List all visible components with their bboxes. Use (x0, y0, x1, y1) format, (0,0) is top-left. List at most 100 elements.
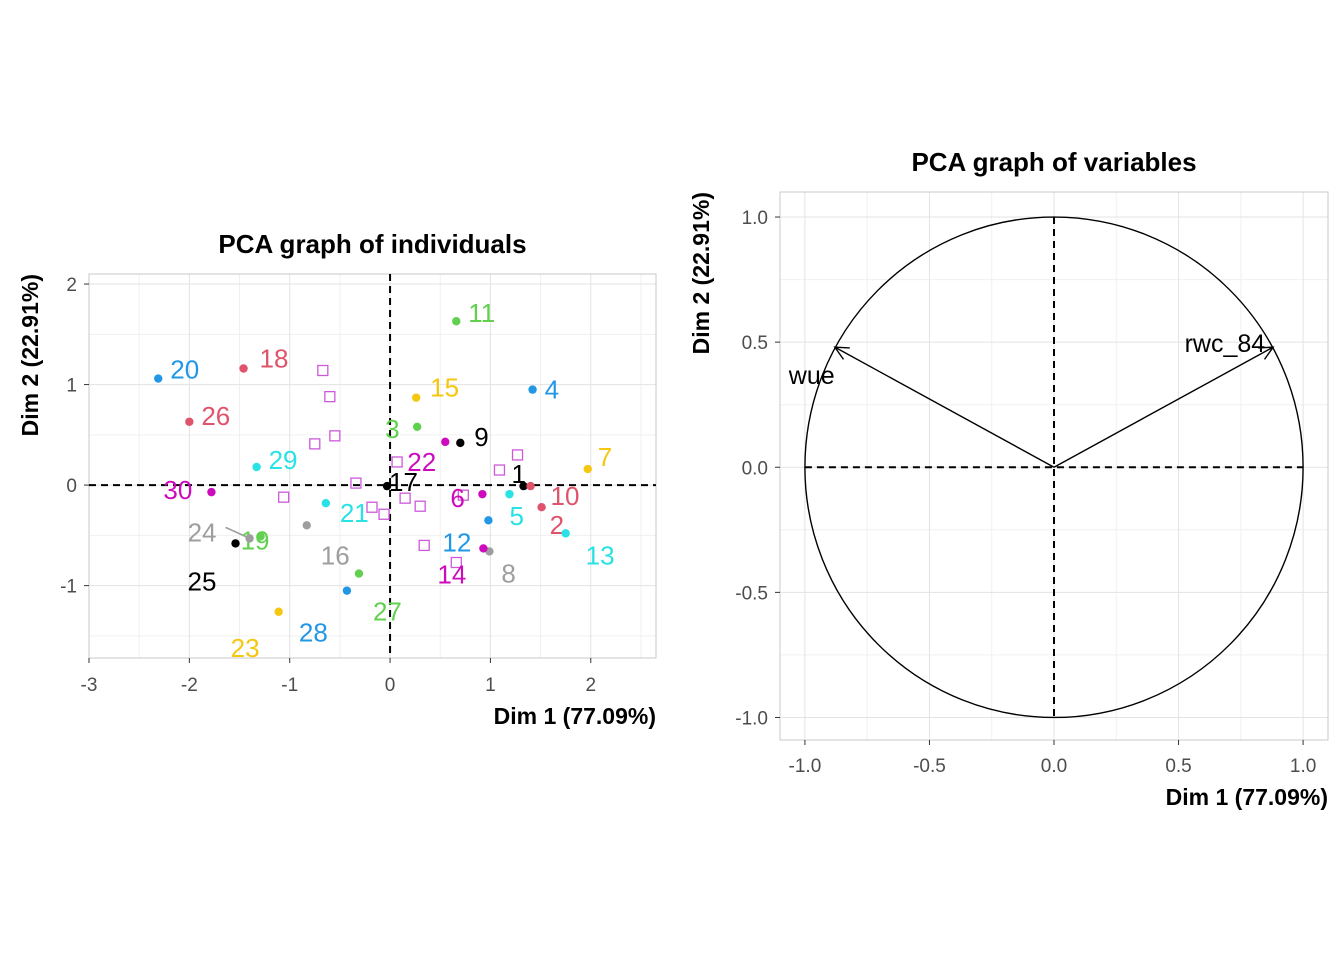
x-tick-label: 0.5 (1165, 756, 1191, 777)
individual-label-12: 12 (442, 527, 471, 557)
individual-point-27 (354, 569, 364, 578)
y-tick-label: 0.5 (742, 333, 768, 354)
individual-label-10: 10 (551, 481, 580, 511)
variables-panel: -1.0 -1.0 -0.5 -0.5 0.0 0.0 0.5 0.5 1.0 1.0 PCA gr… (688, 147, 1329, 810)
variable-arrowhead-rwc_84 (1258, 346, 1275, 360)
individual-point-1 (519, 481, 528, 491)
variable-label-rwc_84: rwc_84 (1185, 330, 1266, 358)
individual-point-4 (528, 385, 537, 394)
individual-label-1: 1 (512, 459, 526, 489)
y-tick-label: 1 (66, 376, 77, 397)
y-tick-label: -1 (60, 577, 77, 598)
individual-point-18 (239, 364, 248, 373)
individual-label-9: 9 (474, 422, 488, 452)
individual-label-20: 20 (170, 355, 199, 385)
individual-point-21 (321, 498, 331, 508)
x-axis-title: Dim 1 (77.09%) (1166, 784, 1328, 810)
individual-label-3: 3 (385, 414, 399, 444)
y-tick-label: -0.5 (735, 583, 768, 604)
individual-label-17: 17 (389, 467, 418, 497)
individual-point-12 (484, 516, 493, 525)
x-tick-label: -1 (281, 675, 298, 696)
individual-point-3 (412, 422, 422, 431)
individual-label-21: 21 (340, 498, 369, 528)
individual-label-14: 14 (437, 559, 466, 589)
individual-point-13 (561, 529, 570, 538)
individual-label-26: 26 (201, 401, 230, 431)
x-axis-title: Dim 1 (77.09%) (494, 703, 656, 729)
individual-label-30: 30 (163, 475, 192, 505)
individual-label-22: 22 (407, 447, 436, 477)
y-tick-label: 2 (66, 275, 77, 296)
individual-point-11 (452, 317, 461, 326)
individual-point-17 (382, 481, 392, 491)
x-tick-label: 2 (585, 675, 596, 696)
supplementary-point (457, 489, 469, 501)
x-tick-label: -1.0 (789, 756, 822, 777)
chart-title: PCA graph of variables (911, 147, 1196, 177)
individual-point-19 (256, 532, 265, 541)
individual-label-7: 7 (598, 442, 612, 472)
supplementary-point (399, 492, 411, 504)
individual-label-24: 24 (188, 517, 217, 547)
individual-point-2 (537, 503, 546, 512)
individual-label-19: 19 (241, 525, 270, 555)
x-tick-label: 1 (485, 675, 496, 696)
supplementary-point (329, 430, 341, 442)
individual-point-26 (185, 417, 194, 426)
y-tick-label: -1.0 (735, 708, 768, 729)
individual-point-16 (302, 521, 311, 530)
x-tick-label: 0 (385, 675, 396, 696)
individual-point-7 (583, 464, 592, 474)
supplementary-point (309, 438, 321, 450)
y-axis-title: Dim 2 (22.91%) (17, 274, 43, 436)
individual-label-2: 2 (550, 510, 564, 540)
individual-point-30 (207, 487, 216, 497)
x-tick-label: -3 (81, 675, 98, 696)
individual-label-4: 4 (545, 375, 559, 405)
variable-arrow-rwc_84 (1053, 346, 1274, 468)
individual-point-14 (479, 544, 488, 553)
y-axis-title: Dim 2 (22.91%) (688, 192, 714, 354)
individual-point-22 (441, 437, 450, 447)
supplementary-point (493, 464, 506, 476)
supplementary-point (414, 500, 426, 512)
individual-point-29 (252, 462, 261, 472)
individual-label-27: 27 (373, 597, 402, 627)
variable-arrow-wue (834, 346, 1055, 468)
individual-point-9 (456, 438, 465, 448)
individual-label-5: 5 (509, 501, 523, 531)
individual-point-23 (274, 607, 283, 616)
supplementary-point (350, 477, 362, 489)
individual-label-6: 6 (450, 483, 464, 513)
individual-point-5 (505, 489, 514, 499)
individual-label-16: 16 (321, 540, 350, 570)
individual-label-18: 18 (260, 343, 289, 373)
variable-label-wue: wue (788, 362, 835, 390)
individual-label-23: 23 (231, 633, 260, 663)
supplementary-point (378, 508, 390, 520)
supplementary-point (450, 556, 462, 569)
x-tick-label: 0.0 (1041, 756, 1067, 777)
supplementary-point (317, 364, 329, 377)
individual-point-15 (411, 393, 421, 402)
individual-label-11: 11 (468, 298, 495, 328)
individual-label-29: 29 (269, 445, 298, 475)
y-tick-label: 0.0 (742, 458, 768, 479)
individual-label-15: 15 (430, 373, 459, 403)
y-tick-label: 0 (66, 476, 77, 497)
supplementary-point (366, 501, 378, 513)
x-tick-label: 1.0 (1290, 756, 1316, 777)
chart-title: PCA graph of individuals (218, 229, 526, 259)
individual-point-25 (231, 539, 240, 548)
individual-point-28 (342, 586, 352, 595)
individual-point-6 (478, 489, 487, 499)
y-tick-label: 1.0 (742, 208, 768, 229)
supplementary-point (391, 456, 403, 468)
label-leader-line (225, 526, 248, 539)
supplementary-point (324, 390, 336, 403)
individual-label-13: 13 (586, 540, 615, 570)
individual-label-28: 28 (299, 618, 328, 648)
